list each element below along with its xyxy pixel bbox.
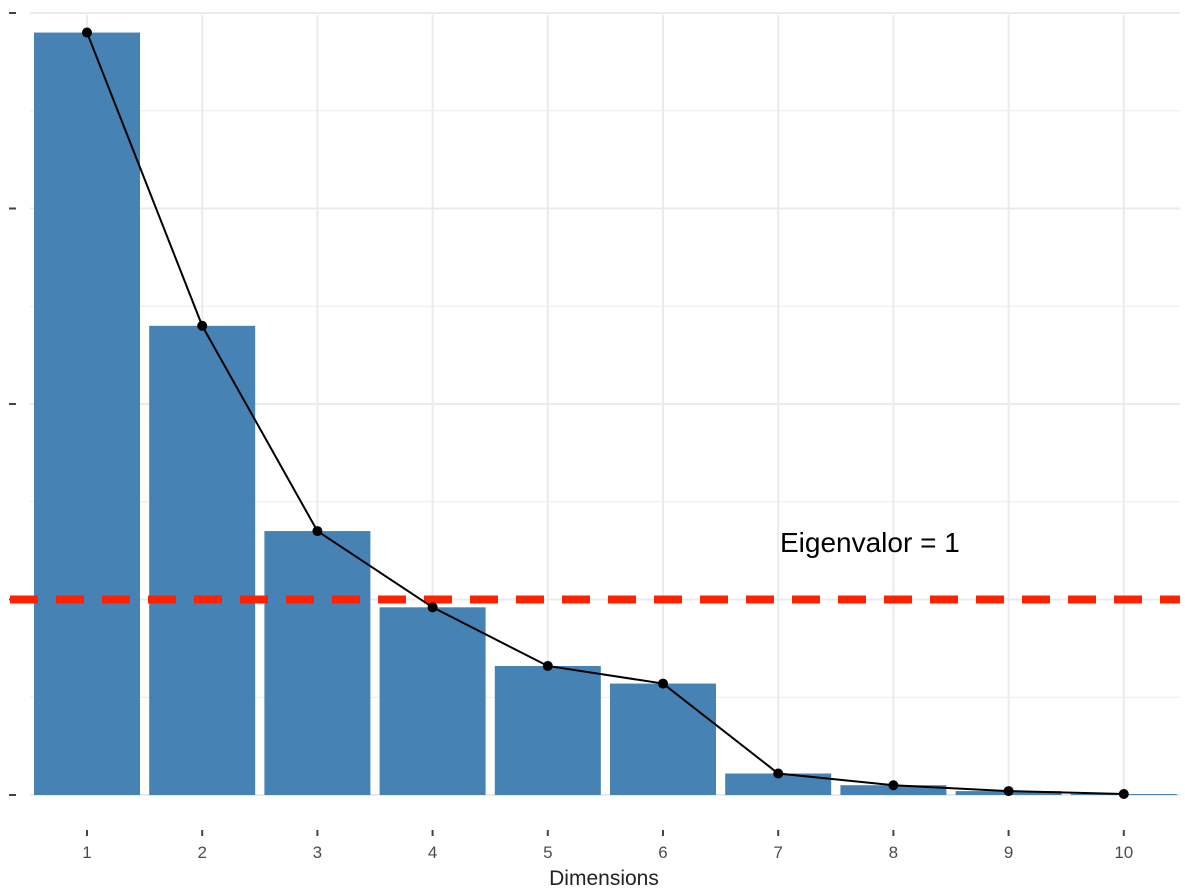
data-point xyxy=(888,780,899,791)
x-axis-ticks: 1 2 3 4 5 6 7 8 9 10 xyxy=(82,830,1133,862)
bar xyxy=(610,683,716,795)
y-axis-ticks xyxy=(9,12,16,796)
data-point xyxy=(82,27,92,38)
x-tick-label: 10 xyxy=(1114,843,1133,862)
trend-line xyxy=(86,32,1124,796)
x-tick-label: 6 xyxy=(658,843,667,862)
x-axis-title: Dimensions xyxy=(549,867,659,890)
data-point xyxy=(773,768,784,779)
bar xyxy=(149,325,256,795)
bar xyxy=(494,665,601,795)
data-point xyxy=(658,678,668,689)
data-point xyxy=(427,602,438,613)
bar xyxy=(725,773,832,795)
threshold-label: Eigenvalor = 1 xyxy=(780,527,960,558)
bars xyxy=(34,32,1177,796)
data-point xyxy=(1118,789,1129,800)
x-tick-label: 8 xyxy=(889,843,898,862)
x-tick-label: 1 xyxy=(82,843,91,862)
data-point xyxy=(542,660,553,671)
data-point xyxy=(1003,786,1014,797)
bar xyxy=(34,32,140,796)
bar xyxy=(379,607,486,795)
x-tick-label: 5 xyxy=(543,843,552,862)
x-tick-label: 9 xyxy=(1004,843,1013,862)
data-point xyxy=(312,526,323,537)
x-tick-label: 7 xyxy=(773,843,782,862)
x-tick-label: 3 xyxy=(313,843,322,862)
trend-group xyxy=(82,27,1129,800)
x-tick-label: 4 xyxy=(428,843,437,862)
bar xyxy=(264,531,371,795)
x-tick-label: 2 xyxy=(197,843,206,862)
data-point xyxy=(197,320,208,331)
